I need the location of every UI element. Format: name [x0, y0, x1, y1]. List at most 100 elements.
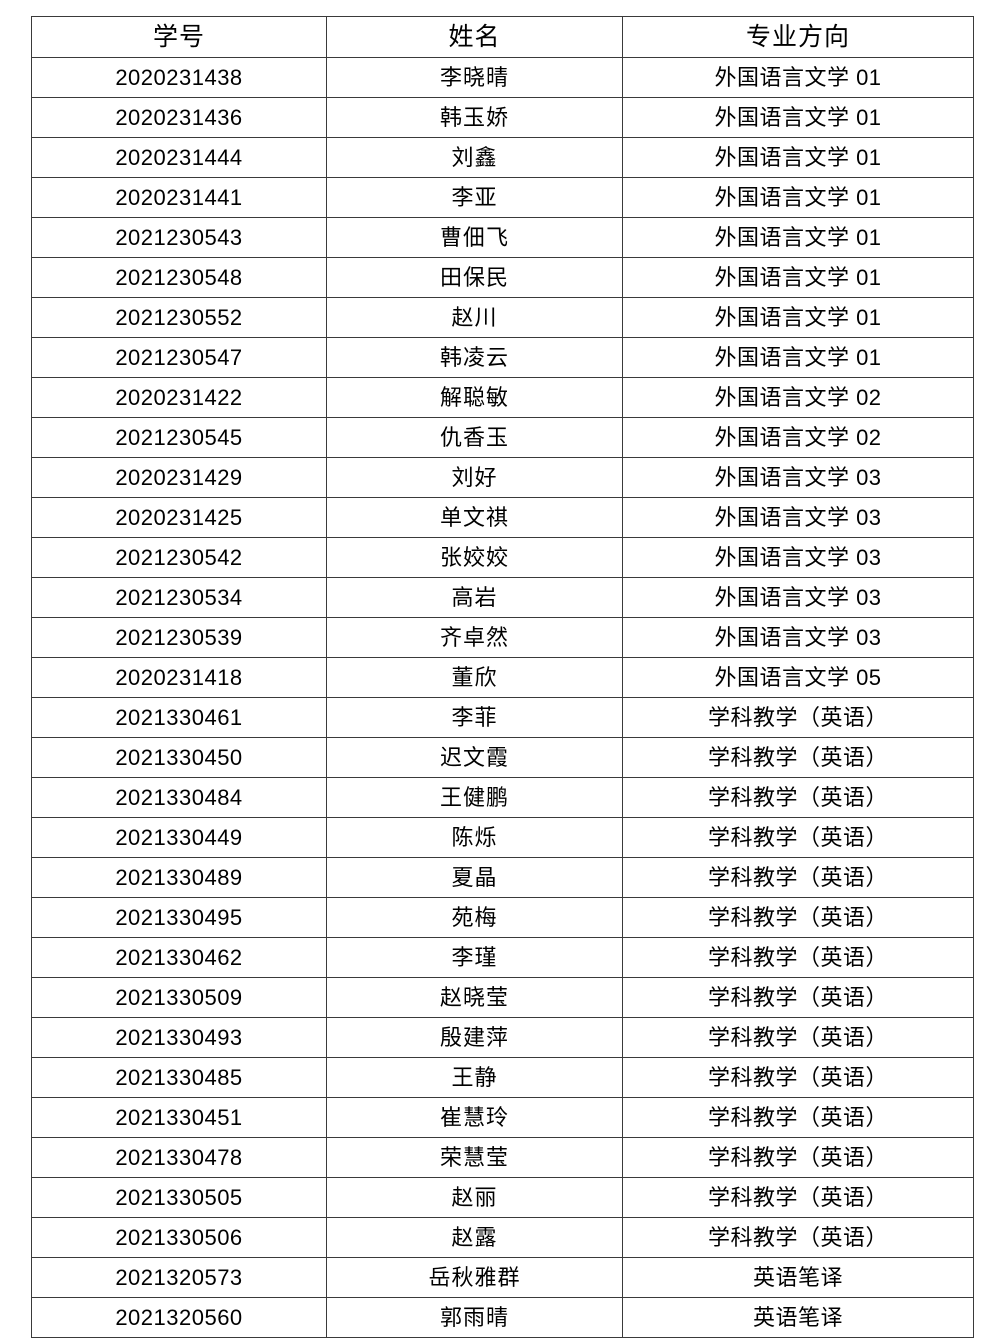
cell-major: 学科教学（英语） — [622, 1017, 974, 1058]
table-row: 2021330451 崔慧玲 学科教学（英语） — [31, 1097, 974, 1138]
cell-major: 学科教学（英语） — [622, 977, 974, 1018]
cell-student-id: 2021230542 — [31, 537, 327, 578]
table-body: 2020231438 李晓晴 外国语言文学 01 2020231436 韩玉娇 外国语言文… — [31, 57, 974, 1338]
table-row: 2021230543 曹佃飞 外国语言文学 01 — [31, 217, 974, 258]
page-container: 学号 姓名 专业方向 2020231438 李晓晴 外国语言文学 01 2020231… — [31, 16, 974, 1338]
cell-student-id: 2021330462 — [31, 937, 327, 978]
cell-name: 田保民 — [326, 257, 623, 298]
cell-name: 李晓晴 — [326, 57, 623, 98]
cell-name: 李瑾 — [326, 937, 623, 978]
cell-student-id: 2020231425 — [31, 497, 327, 538]
cell-major: 学科教学（英语） — [622, 737, 974, 778]
cell-name: 刘好 — [326, 457, 623, 498]
cell-name: 李菲 — [326, 697, 623, 738]
table-row: 2021330495 苑梅 学科教学（英语） — [31, 897, 974, 938]
column-header-name: 姓名 — [326, 16, 623, 58]
cell-name: 刘鑫 — [326, 137, 623, 178]
cell-major: 学科教学（英语） — [622, 937, 974, 978]
table-row: 2021330461 李菲 学科教学（英语） — [31, 697, 974, 738]
cell-name: 单文祺 — [326, 497, 623, 538]
cell-major: 学科教学（英语） — [622, 817, 974, 858]
cell-name: 董欣 — [326, 657, 623, 698]
student-roster-table: 学号 姓名 专业方向 2020231438 李晓晴 外国语言文学 01 2020231… — [31, 16, 974, 1338]
cell-student-id: 2021230548 — [31, 257, 327, 298]
cell-major: 学科教学（英语） — [622, 1057, 974, 1098]
cell-major: 外国语言文学 02 — [622, 377, 974, 418]
cell-student-id: 2021330451 — [31, 1097, 327, 1138]
cell-name: 崔慧玲 — [326, 1097, 623, 1138]
cell-student-id: 2021330461 — [31, 697, 327, 738]
table-row: 2020231436 韩玉娇 外国语言文学 01 — [31, 97, 974, 138]
cell-student-id: 2021230552 — [31, 297, 327, 338]
cell-name: 曹佃飞 — [326, 217, 623, 258]
cell-major: 外国语言文学 01 — [622, 137, 974, 178]
cell-name: 齐卓然 — [326, 617, 623, 658]
column-header-student-id: 学号 — [31, 16, 327, 58]
cell-major: 学科教学（英语） — [622, 1177, 974, 1218]
cell-major: 学科教学（英语） — [622, 1137, 974, 1178]
cell-name: 王健鹏 — [326, 777, 623, 818]
cell-name: 解聪敏 — [326, 377, 623, 418]
cell-major: 英语笔译 — [622, 1257, 974, 1298]
cell-name: 张姣姣 — [326, 537, 623, 578]
cell-major: 学科教学（英语） — [622, 1097, 974, 1138]
cell-student-id: 2021330450 — [31, 737, 327, 778]
cell-major: 外国语言文学 03 — [622, 537, 974, 578]
table-row: 2021230548 田保民 外国语言文学 01 — [31, 257, 974, 298]
cell-name: 殷建萍 — [326, 1017, 623, 1058]
cell-student-id: 2021330484 — [31, 777, 327, 818]
table-row: 2021330506 赵露 学科教学（英语） — [31, 1217, 974, 1258]
table-row: 2021330450 迟文霞 学科教学（英语） — [31, 737, 974, 778]
table-header-row: 学号 姓名 专业方向 — [31, 16, 974, 58]
cell-name: 郭雨晴 — [326, 1297, 623, 1338]
cell-name: 岳秋雅群 — [326, 1257, 623, 1298]
table-row: 2020231422 解聪敏 外国语言文学 02 — [31, 377, 974, 418]
cell-major: 外国语言文学 01 — [622, 97, 974, 138]
table-row: 2020231438 李晓晴 外国语言文学 01 — [31, 57, 974, 98]
cell-major: 外国语言文学 01 — [622, 337, 974, 378]
table-row: 2020231429 刘好 外国语言文学 03 — [31, 457, 974, 498]
cell-student-id: 2020231441 — [31, 177, 327, 218]
cell-major: 外国语言文学 03 — [622, 457, 974, 498]
cell-major: 外国语言文学 01 — [622, 177, 974, 218]
cell-student-id: 2021330505 — [31, 1177, 327, 1218]
table-row: 2020231425 单文祺 外国语言文学 03 — [31, 497, 974, 538]
table-row: 2021330484 王健鹏 学科教学（英语） — [31, 777, 974, 818]
cell-student-id: 2021320573 — [31, 1257, 327, 1298]
cell-name: 赵晓莹 — [326, 977, 623, 1018]
cell-student-id: 2021230539 — [31, 617, 327, 658]
table-row: 2021330509 赵晓莹 学科教学（英语） — [31, 977, 974, 1018]
table-row: 2021330489 夏晶 学科教学（英语） — [31, 857, 974, 898]
table-row: 2021230534 高岩 外国语言文学 03 — [31, 577, 974, 618]
cell-major: 外国语言文学 01 — [622, 217, 974, 258]
table-row: 2021230547 韩凌云 外国语言文学 01 — [31, 337, 974, 378]
cell-major: 外国语言文学 02 — [622, 417, 974, 458]
table-row: 2020231444 刘鑫 外国语言文学 01 — [31, 137, 974, 178]
table-row: 2021330485 王静 学科教学（英语） — [31, 1057, 974, 1098]
cell-major: 外国语言文学 03 — [622, 497, 974, 538]
cell-name: 王静 — [326, 1057, 623, 1098]
table-row: 2021230545 仇香玉 外国语言文学 02 — [31, 417, 974, 458]
cell-name: 赵丽 — [326, 1177, 623, 1218]
table-row: 2021330449 陈烁 学科教学（英语） — [31, 817, 974, 858]
cell-student-id: 2020231429 — [31, 457, 327, 498]
cell-major: 外国语言文学 01 — [622, 297, 974, 338]
cell-name: 韩凌云 — [326, 337, 623, 378]
cell-major: 外国语言文学 05 — [622, 657, 974, 698]
cell-major: 英语笔译 — [622, 1297, 974, 1338]
cell-student-id: 2021330489 — [31, 857, 327, 898]
cell-student-id: 2021230547 — [31, 337, 327, 378]
cell-student-id: 2020231422 — [31, 377, 327, 418]
cell-name: 迟文霞 — [326, 737, 623, 778]
cell-major: 外国语言文学 01 — [622, 57, 974, 98]
cell-student-id: 2021330493 — [31, 1017, 327, 1058]
cell-student-id: 2021330449 — [31, 817, 327, 858]
cell-student-id: 2020231418 — [31, 657, 327, 698]
cell-student-id: 2020231438 — [31, 57, 327, 98]
cell-student-id: 2021330506 — [31, 1217, 327, 1258]
table-row: 2021230542 张姣姣 外国语言文学 03 — [31, 537, 974, 578]
cell-name: 韩玉娇 — [326, 97, 623, 138]
cell-major: 外国语言文学 03 — [622, 577, 974, 618]
cell-student-id: 2021330509 — [31, 977, 327, 1018]
cell-name: 高岩 — [326, 577, 623, 618]
